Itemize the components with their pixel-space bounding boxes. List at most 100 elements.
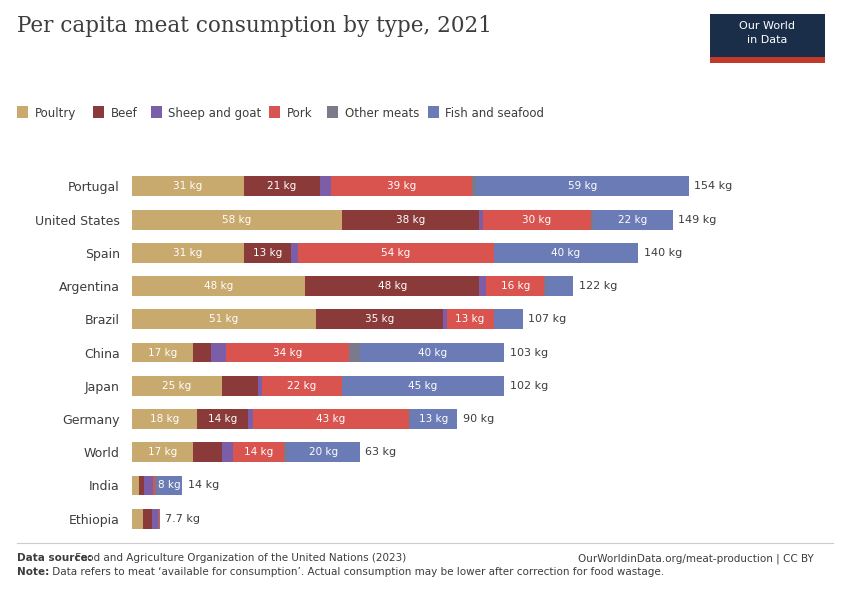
Bar [244, 243, 291, 263]
Text: 45 kg: 45 kg [408, 381, 438, 391]
Text: 39 kg: 39 kg [387, 181, 416, 191]
Bar [132, 442, 193, 462]
Text: 59 kg: 59 kg [568, 181, 597, 191]
Bar [244, 176, 320, 196]
Bar [258, 376, 262, 396]
Bar [475, 176, 689, 196]
Bar [253, 409, 409, 429]
Bar [284, 442, 287, 462]
Bar [546, 276, 573, 296]
Bar [151, 509, 158, 529]
Text: 43 kg: 43 kg [316, 414, 345, 424]
Bar [316, 309, 443, 329]
Bar [157, 475, 183, 496]
Text: Poultry: Poultry [35, 107, 76, 121]
Text: 17 kg: 17 kg [148, 347, 177, 358]
Text: 25 kg: 25 kg [162, 381, 191, 391]
Bar [472, 176, 475, 196]
Bar [446, 309, 494, 329]
Bar [132, 243, 244, 263]
Text: 14 kg: 14 kg [244, 447, 273, 457]
Bar [132, 409, 197, 429]
Bar [348, 343, 360, 362]
Text: 13 kg: 13 kg [456, 314, 484, 324]
Bar [132, 309, 316, 329]
Text: 8 kg: 8 kg [158, 481, 181, 490]
Bar [212, 343, 226, 362]
Text: OurWorldinData.org/meat-production | CC BY: OurWorldinData.org/meat-production | CC … [578, 553, 813, 564]
Text: 38 kg: 38 kg [396, 215, 425, 224]
Bar [154, 475, 156, 496]
Bar [494, 309, 523, 329]
Text: 103 kg: 103 kg [510, 347, 548, 358]
Bar [132, 209, 342, 230]
Text: 30 kg: 30 kg [523, 215, 552, 224]
Bar [479, 276, 486, 296]
Text: Our World
in Data: Our World in Data [740, 22, 795, 46]
Bar [411, 409, 457, 429]
Text: Beef: Beef [110, 107, 138, 121]
Text: 58 kg: 58 kg [222, 215, 252, 224]
Bar [291, 243, 298, 263]
Text: 48 kg: 48 kg [204, 281, 233, 291]
Text: 7.7 kg: 7.7 kg [165, 514, 200, 524]
Bar [226, 343, 348, 362]
Bar [443, 309, 446, 329]
Bar [320, 176, 331, 196]
Text: 122 kg: 122 kg [579, 281, 617, 291]
Bar [132, 276, 305, 296]
Bar [479, 209, 483, 230]
Bar [144, 475, 154, 496]
Bar [342, 376, 504, 396]
Text: 14 kg: 14 kg [207, 414, 237, 424]
Text: Other meats: Other meats [345, 107, 419, 121]
Text: 34 kg: 34 kg [273, 347, 302, 358]
Text: 35 kg: 35 kg [365, 314, 394, 324]
Bar [342, 209, 479, 230]
Bar [193, 442, 222, 462]
Bar [132, 376, 222, 396]
Text: 54 kg: 54 kg [382, 248, 411, 258]
Bar [305, 276, 479, 296]
Bar [592, 209, 593, 230]
Text: Per capita meat consumption by type, 2021: Per capita meat consumption by type, 202… [17, 15, 492, 37]
Bar [360, 343, 504, 362]
Text: 40 kg: 40 kg [552, 248, 581, 258]
Text: 154 kg: 154 kg [694, 181, 733, 191]
Text: Sheep and goat: Sheep and goat [168, 107, 262, 121]
Text: Food and Agriculture Organization of the United Nations (2023): Food and Agriculture Organization of the… [72, 553, 406, 563]
Text: 149 kg: 149 kg [678, 215, 717, 224]
Bar [132, 475, 139, 496]
Bar [331, 176, 472, 196]
Text: 20 kg: 20 kg [309, 447, 338, 457]
Text: 51 kg: 51 kg [209, 314, 239, 324]
Bar [298, 243, 494, 263]
Bar [544, 276, 546, 296]
Text: Data source:: Data source: [17, 553, 92, 563]
Bar [262, 376, 342, 396]
Text: 17 kg: 17 kg [148, 447, 177, 457]
Text: Data refers to meat ‘available for consumption’. Actual consumption may be lower: Data refers to meat ‘available for consu… [49, 567, 665, 577]
Text: 31 kg: 31 kg [173, 248, 202, 258]
Text: 14 kg: 14 kg [188, 481, 219, 490]
Bar [287, 442, 360, 462]
Text: 16 kg: 16 kg [501, 281, 530, 291]
Text: Fish and seafood: Fish and seafood [445, 107, 544, 121]
Bar [593, 209, 672, 230]
Text: 63 kg: 63 kg [366, 447, 396, 457]
Text: 22 kg: 22 kg [618, 215, 648, 224]
Text: 18 kg: 18 kg [150, 414, 179, 424]
Bar [197, 409, 247, 429]
Text: 48 kg: 48 kg [377, 281, 407, 291]
Text: 90 kg: 90 kg [463, 414, 494, 424]
Bar [143, 509, 151, 529]
Bar [222, 442, 233, 462]
Text: 102 kg: 102 kg [510, 381, 548, 391]
Text: 21 kg: 21 kg [267, 181, 297, 191]
Text: 140 kg: 140 kg [643, 248, 682, 258]
Text: 107 kg: 107 kg [528, 314, 566, 324]
Bar [486, 276, 544, 296]
Bar [233, 442, 284, 462]
Text: Note:: Note: [17, 567, 49, 577]
Bar [132, 343, 193, 362]
